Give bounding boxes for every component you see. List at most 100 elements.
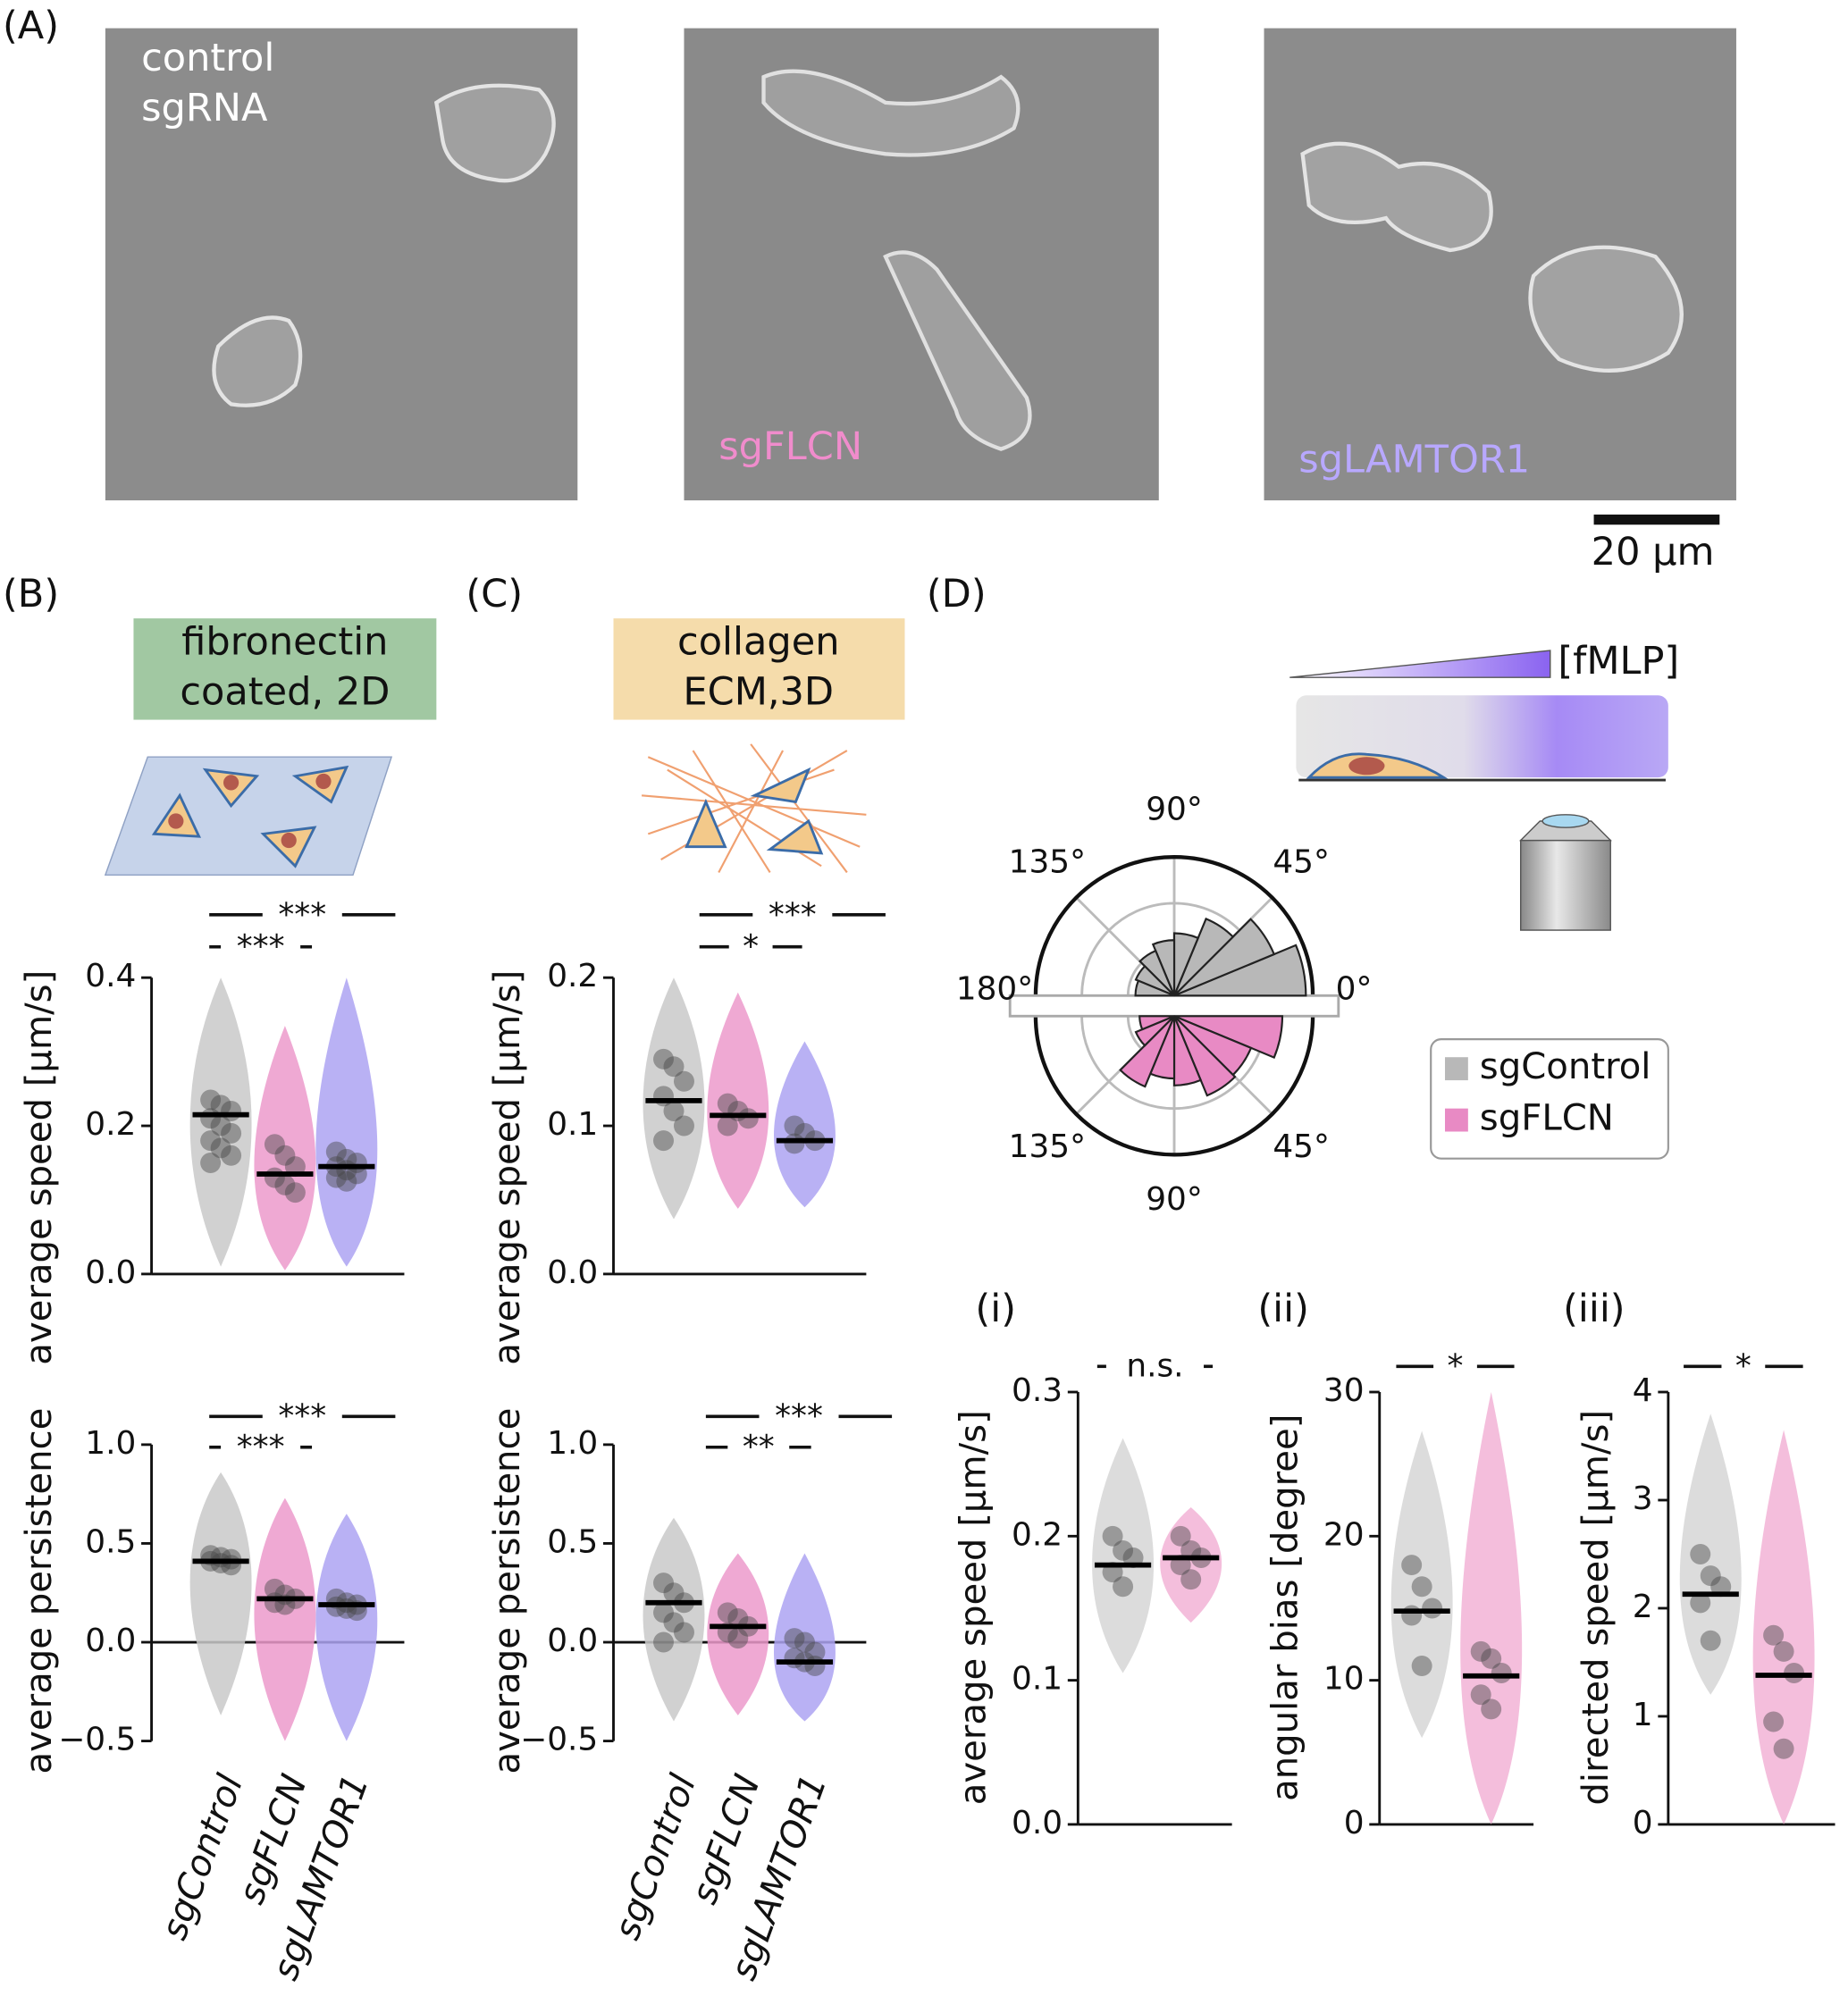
data-point (653, 1130, 674, 1152)
significance-label: *** (278, 896, 326, 933)
violin (643, 1517, 705, 1722)
image-label: sgFLCN (718, 424, 862, 469)
chart-title: (i) (975, 1287, 1016, 1331)
y-tick-label: 30 (1323, 1372, 1365, 1409)
data-point (221, 1555, 242, 1576)
data-point (717, 1602, 738, 1623)
image-label: sgRNA (141, 86, 268, 130)
data-point (717, 1093, 738, 1114)
y-tick-label: 0 (1344, 1805, 1365, 1841)
chart-title: (iii) (1563, 1287, 1625, 1331)
y-axis-label: average speed [µm/s] (19, 970, 60, 1365)
significance-label: n.s. (1126, 1348, 1183, 1385)
data-point (1690, 1592, 1711, 1614)
gradient-schematic: [fMLP] (1289, 639, 1679, 931)
significance-label: *** (775, 1398, 823, 1435)
data-point (784, 1133, 805, 1154)
micrograph: control sgRNA (105, 28, 578, 501)
scale-bar-label: 20 µm (1592, 530, 1715, 575)
data-point (221, 1145, 242, 1166)
violin (773, 1041, 836, 1208)
violin (254, 1026, 316, 1271)
angle-label: 135° (1009, 1128, 1086, 1165)
y-tick-label: 0.0 (85, 1254, 136, 1291)
y-tick-label: 0.2 (85, 1106, 136, 1143)
data-point (1470, 1640, 1491, 1662)
polar-bar (1119, 1015, 1176, 1088)
data-point (274, 1145, 296, 1166)
x-tick-label: sgControl (607, 1769, 704, 1945)
legend-swatch (1444, 1057, 1468, 1081)
chart-title: (ii) (1257, 1287, 1309, 1331)
polar-frame (1033, 855, 1315, 996)
polar-bar (1134, 964, 1175, 997)
y-tick-label: 0.0 (85, 1623, 136, 1659)
panel-label: (B) (3, 572, 59, 616)
data-point (784, 1115, 805, 1137)
polar-bar (1138, 1015, 1175, 1031)
data-point (1700, 1565, 1721, 1587)
data-point (210, 1115, 231, 1137)
y-tick-label: 0.1 (1012, 1661, 1063, 1698)
significance-label: *** (278, 1398, 326, 1435)
data-point (804, 1641, 826, 1663)
data-point (1113, 1539, 1134, 1561)
data-point (325, 1141, 347, 1162)
y-tick-label: 2 (1633, 1589, 1653, 1625)
data-point (1700, 1630, 1721, 1651)
data-point (717, 1115, 738, 1137)
y-tick-label: −0.5 (58, 1722, 136, 1758)
y-tick-label: 0.2 (1012, 1516, 1063, 1553)
data-point (673, 1622, 694, 1643)
data-point (653, 1048, 674, 1069)
data-point (663, 1612, 685, 1633)
data-point (336, 1170, 357, 1192)
significance-label: * (743, 928, 759, 965)
polar-bar (1172, 932, 1200, 996)
data-point (264, 1578, 285, 1599)
data-point (653, 1573, 674, 1594)
violin (315, 977, 378, 1267)
condition-label: fibronectin (181, 619, 388, 664)
y-tick-label: 0.4 (85, 958, 136, 994)
data-point (264, 1134, 285, 1155)
data-point (1113, 1576, 1134, 1598)
y-tick-label: −0.5 (520, 1722, 598, 1758)
data-point (794, 1631, 815, 1653)
legend-box (1430, 1038, 1669, 1160)
y-axis-label: average speed [µm/s] (487, 970, 528, 1365)
data-point (210, 1137, 231, 1159)
y-tick-label: 0.5 (85, 1523, 136, 1560)
condition-label: ECM,3D (683, 669, 834, 714)
polar-frame (1033, 1016, 1315, 1157)
data-point (663, 1056, 685, 1078)
y-tick-label: 0.2 (547, 958, 598, 994)
violin (1460, 1392, 1523, 1824)
data-point (653, 1631, 674, 1653)
y-tick-label: 4 (1633, 1372, 1653, 1409)
data-point (737, 1108, 759, 1129)
violin (1390, 1430, 1453, 1739)
data-point (1470, 1684, 1491, 1706)
data-point (200, 1153, 222, 1173)
significance-label: * (1448, 1348, 1464, 1385)
data-point (1401, 1555, 1423, 1576)
y-tick-label: 0 (1633, 1805, 1653, 1841)
data-point (663, 1582, 685, 1604)
data-point (653, 1602, 674, 1623)
violin (315, 1514, 378, 1741)
data-point (1481, 1648, 1502, 1669)
violin (773, 1553, 836, 1722)
data-point (1102, 1525, 1123, 1547)
y-axis-label: directed speed [µm/s] (1575, 1410, 1617, 1806)
data-point (673, 1115, 694, 1137)
data-point (325, 1167, 347, 1188)
polar-bar (1172, 1015, 1203, 1086)
data-point (221, 1122, 242, 1144)
violin (1679, 1413, 1742, 1695)
significance-label: *** (237, 928, 285, 965)
polar-bar (1173, 1015, 1237, 1097)
y-tick-label: 0.1 (547, 1106, 598, 1143)
y-tick-label: 1.0 (547, 1425, 598, 1462)
